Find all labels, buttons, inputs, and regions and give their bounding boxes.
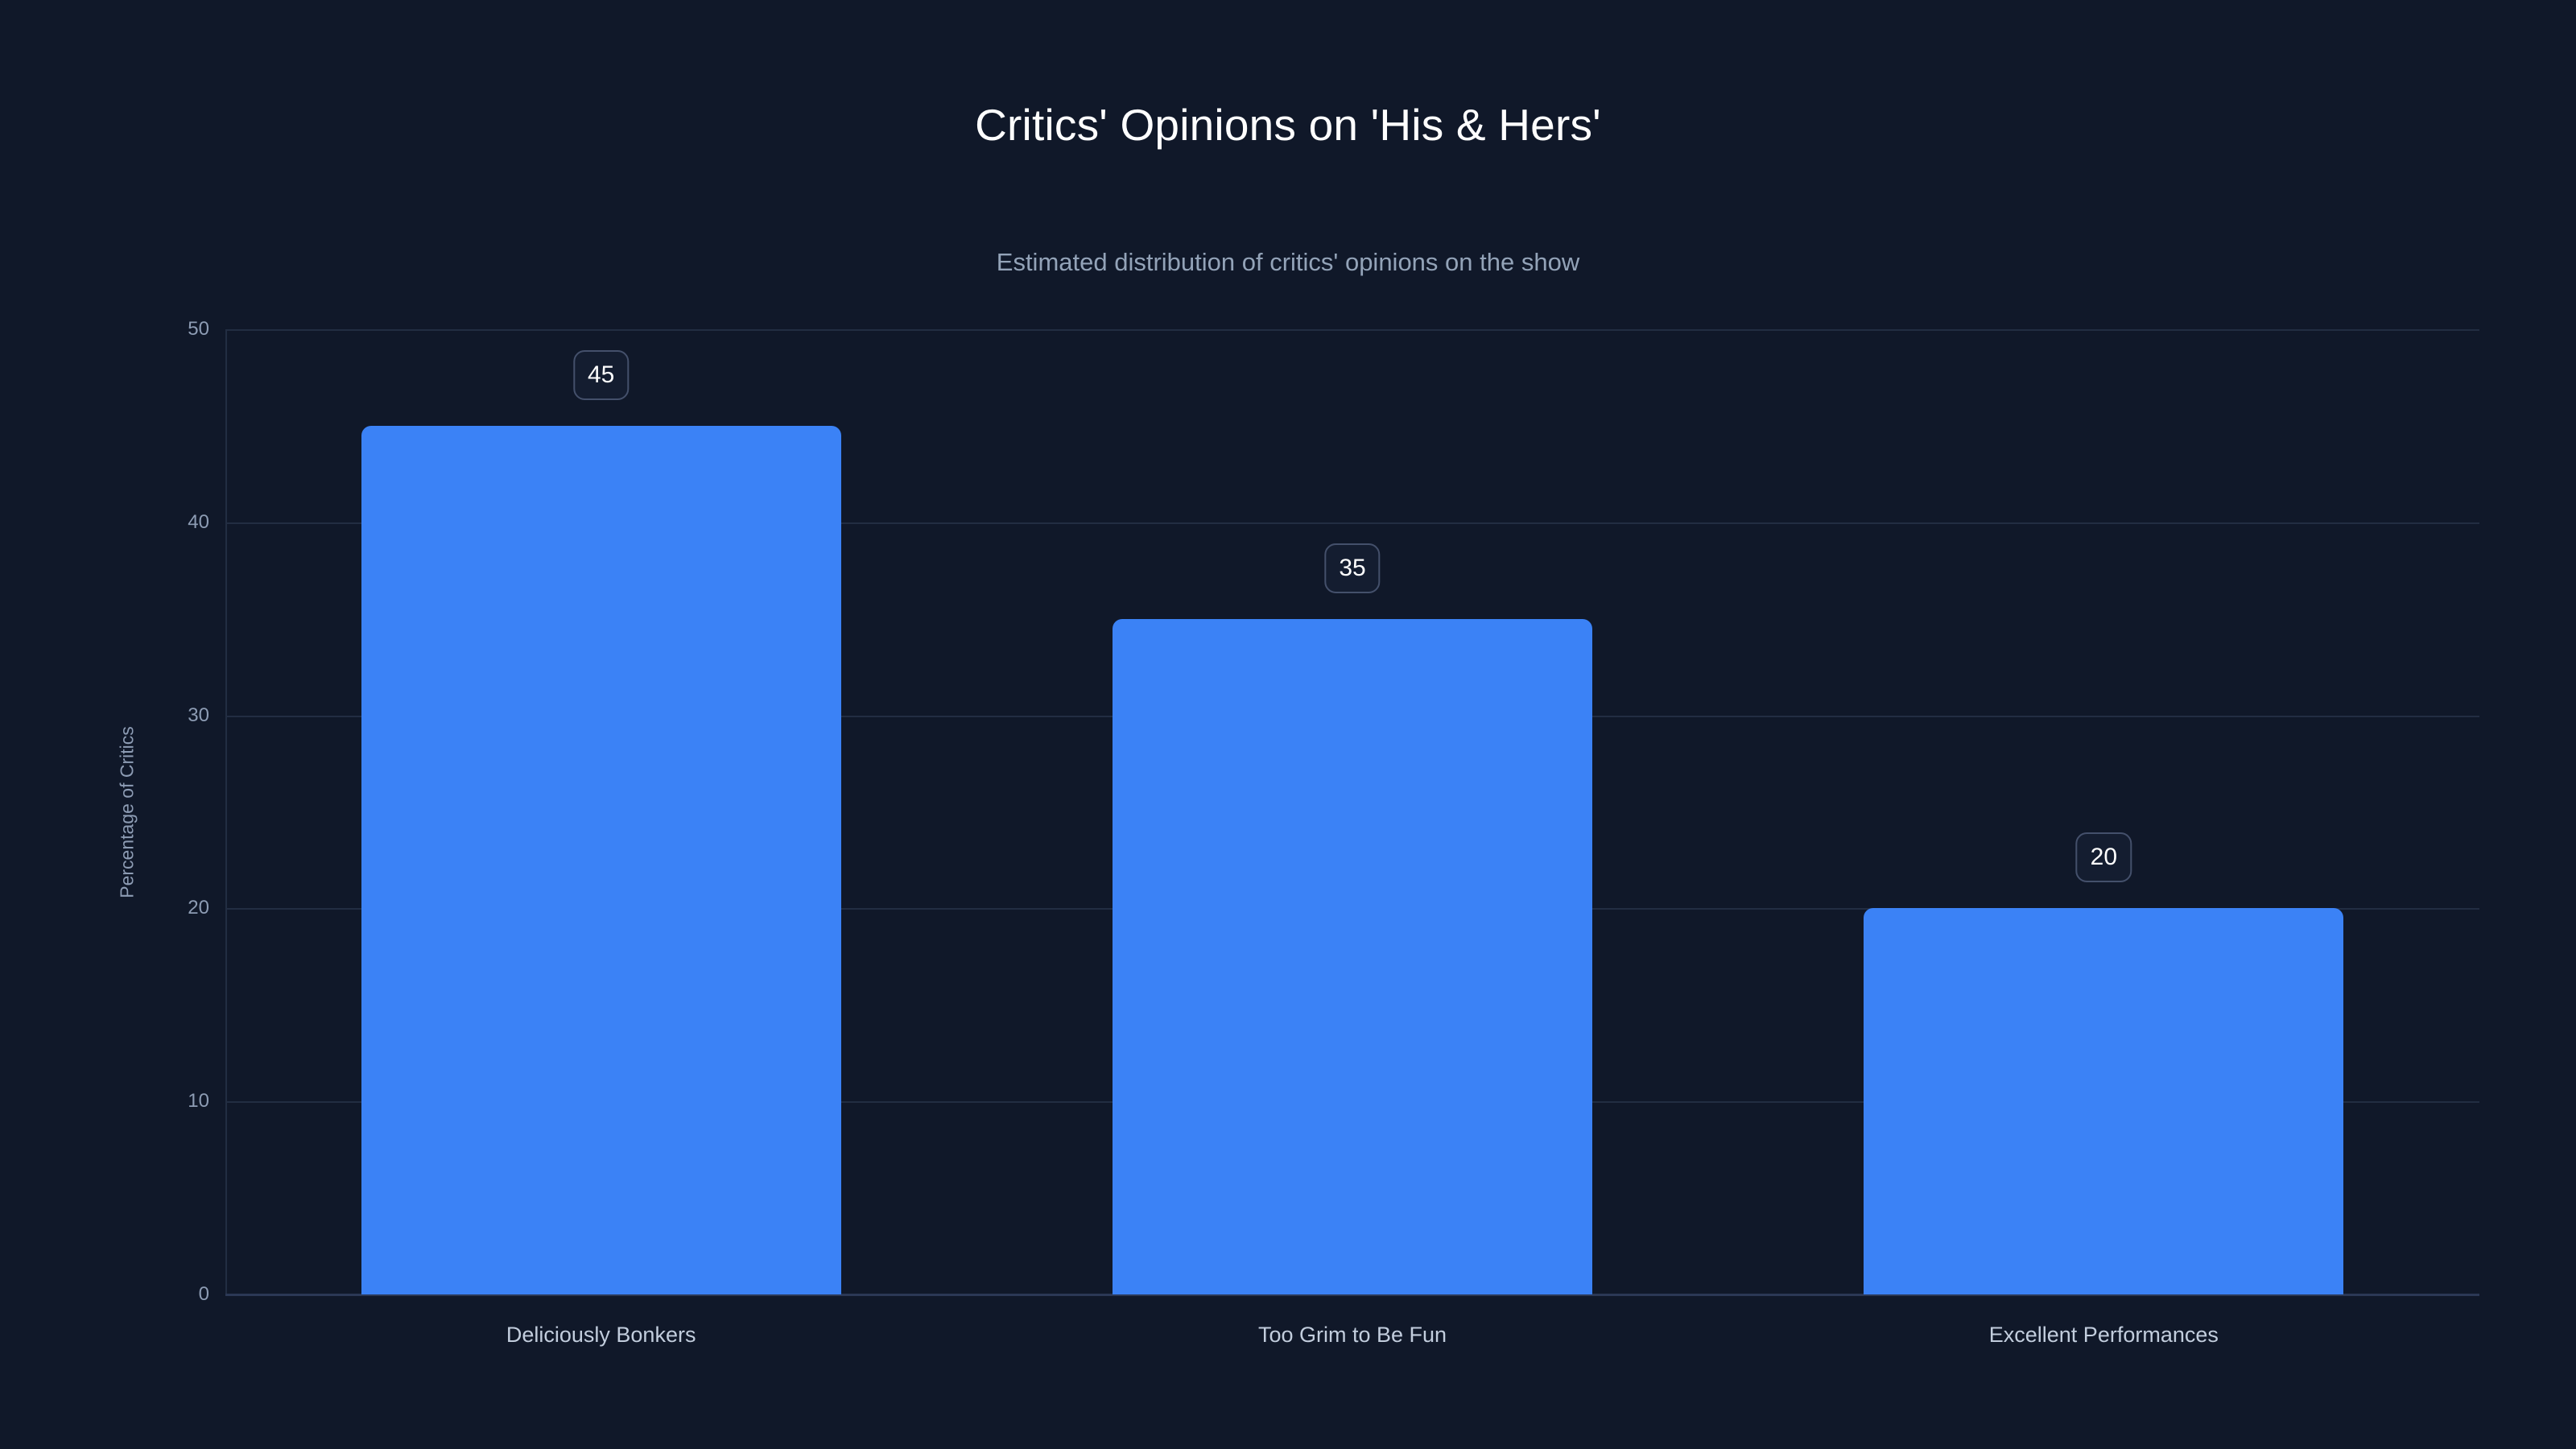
bar-value-badge: 35 (1324, 543, 1381, 593)
y-axis-tick-label: 30 (188, 704, 209, 726)
gridline (225, 329, 2479, 331)
chart-subtitle: Estimated distribution of critics' opini… (996, 248, 1580, 276)
y-axis-tick-label: 40 (188, 510, 209, 533)
bar[interactable] (361, 425, 841, 1294)
y-axis-tick-label: 0 (198, 1283, 209, 1305)
bar[interactable] (1864, 908, 2343, 1294)
x-axis-category-label: Too Grim to Be Fun (1257, 1323, 1447, 1347)
bar-value-badge: 20 (2075, 832, 2132, 883)
y-axis-tick-label: 50 (188, 318, 209, 340)
page-title: Critics' Opinions on 'His & Hers' (975, 100, 1601, 150)
y-axis-tick-label: 10 (188, 1090, 209, 1113)
bar-value-badge: 45 (572, 349, 630, 400)
x-axis-line (225, 1294, 2479, 1296)
x-axis-category-label: Excellent Performances (1988, 1323, 2219, 1347)
x-axis-category-label: Deliciously Bonkers (506, 1323, 696, 1347)
y-axis-line (225, 329, 227, 1294)
y-axis-tick-label: 20 (188, 897, 209, 919)
bar[interactable] (1113, 618, 1592, 1294)
gridline (225, 522, 2479, 524)
y-axis-title: Percentage of Critics (116, 725, 138, 898)
